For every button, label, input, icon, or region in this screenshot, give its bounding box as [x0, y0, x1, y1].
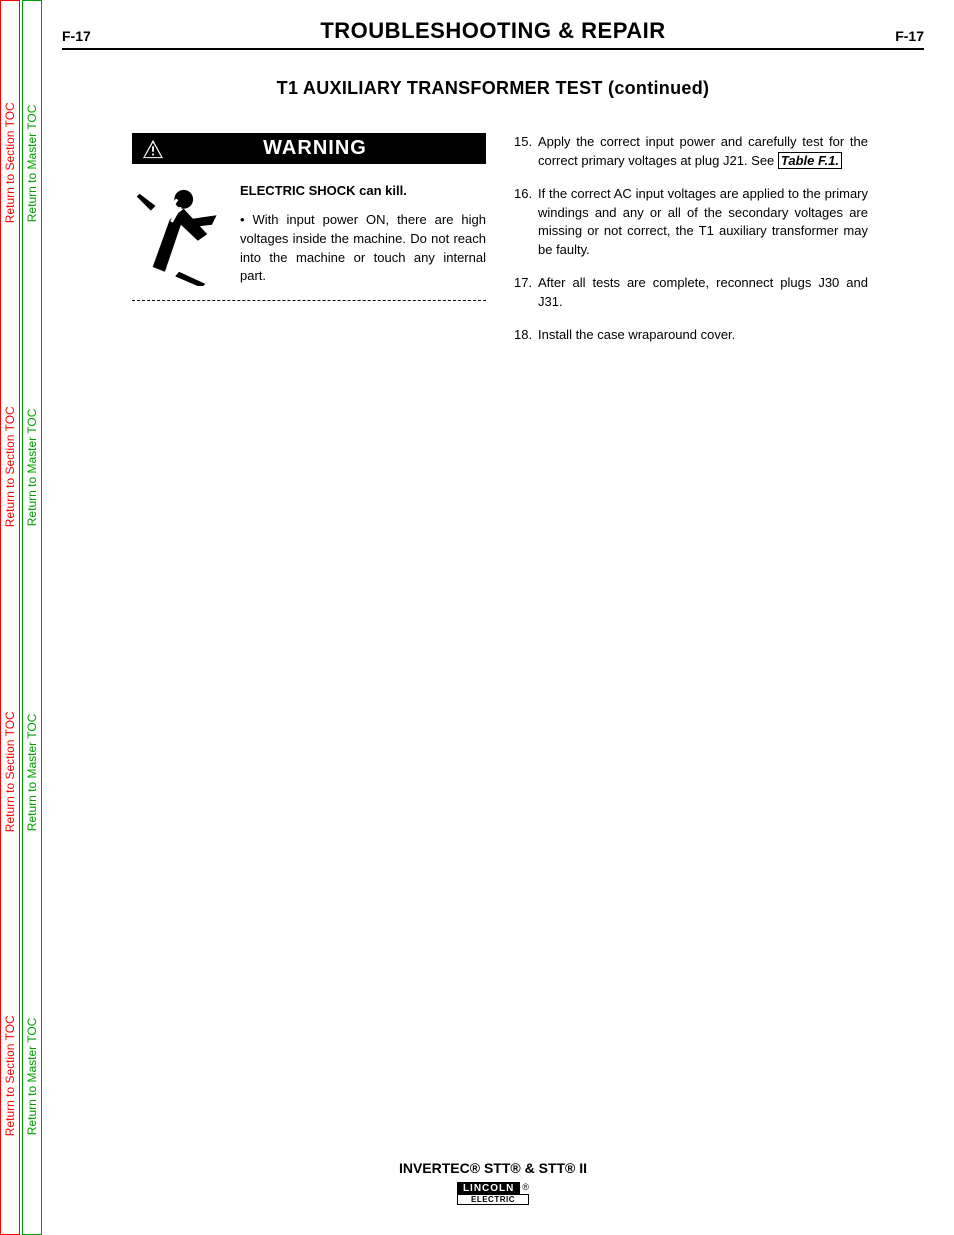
- step-number: 17.: [514, 274, 538, 312]
- page-number-left: F-17: [62, 28, 91, 44]
- page-number-right: F-17: [895, 28, 924, 44]
- step-15: 15. Apply the correct input power and ca…: [514, 133, 868, 171]
- page-footer: INVERTEC® STT® & STT® II LINCOLN ® ELECT…: [62, 1160, 924, 1207]
- left-column: WARNING ELECTRIC SHOCK can kill. With in…: [132, 133, 486, 359]
- page-header: F-17 TROUBLESHOOTING & REPAIR F-17: [62, 18, 924, 50]
- step-text: Apply the correct input power and carefu…: [538, 133, 868, 171]
- step-16: 16. If the correct AC input voltages are…: [514, 185, 868, 260]
- procedure-title: T1 AUXILIARY TRANSFORMER TEST (continued…: [62, 78, 924, 99]
- step-number: 18.: [514, 326, 538, 345]
- return-master-toc-link[interactable]: Return to Master TOC: [23, 628, 41, 916]
- step-number: 16.: [514, 185, 538, 260]
- step-number: 15.: [514, 133, 538, 171]
- step-17: 17. After all tests are complete, reconn…: [514, 274, 868, 312]
- master-toc-column: Return to Master TOC Return to Master TO…: [22, 0, 42, 1235]
- table-reference-link[interactable]: Table F.1.: [778, 152, 842, 169]
- right-column: 15. Apply the correct input power and ca…: [514, 133, 868, 359]
- return-section-toc-link[interactable]: Return to Section TOC: [1, 628, 19, 916]
- warning-banner: WARNING: [132, 133, 486, 164]
- alert-triangle-icon: [142, 139, 164, 159]
- return-master-toc-link[interactable]: Return to Master TOC: [23, 932, 41, 1220]
- return-section-toc-link[interactable]: Return to Section TOC: [1, 323, 19, 611]
- page-body: F-17 TROUBLESHOOTING & REPAIR F-17 T1 AU…: [62, 18, 924, 1217]
- logo-brand-top: LINCOLN: [457, 1182, 520, 1195]
- step-18: 18. Install the case wraparound cover.: [514, 326, 868, 345]
- warning-label: WARNING: [176, 137, 476, 160]
- step-text: If the correct AC input voltages are app…: [538, 185, 868, 260]
- shock-warning-text: ELECTRIC SHOCK can kill. With input powe…: [240, 182, 486, 286]
- registered-mark-icon: ®: [522, 1182, 529, 1192]
- step-text: After all tests are complete, reconnect …: [538, 274, 868, 312]
- content-columns: WARNING ELECTRIC SHOCK can kill. With in…: [62, 133, 924, 359]
- lincoln-electric-logo: LINCOLN ® ELECTRIC: [457, 1182, 529, 1205]
- return-section-toc-link[interactable]: Return to Section TOC: [1, 932, 19, 1220]
- side-tabs: Return to Section TOC Return to Section …: [0, 0, 42, 1235]
- logo-brand-bottom: ELECTRIC: [457, 1194, 529, 1205]
- shock-headline: ELECTRIC SHOCK can kill.: [240, 182, 486, 201]
- electric-shock-icon: [132, 182, 226, 286]
- return-master-toc-link[interactable]: Return to Master TOC: [23, 323, 41, 611]
- section-title: TROUBLESHOOTING & REPAIR: [320, 18, 665, 44]
- shock-warning-block: ELECTRIC SHOCK can kill. With input powe…: [132, 182, 486, 301]
- return-section-toc-link[interactable]: Return to Section TOC: [1, 19, 19, 307]
- section-toc-column: Return to Section TOC Return to Section …: [0, 0, 20, 1235]
- step-text: Install the case wraparound cover.: [538, 326, 735, 345]
- shock-bullet: With input power ON, there are high volt…: [240, 211, 486, 286]
- model-name: INVERTEC® STT® & STT® II: [62, 1160, 924, 1176]
- return-master-toc-link[interactable]: Return to Master TOC: [23, 19, 41, 307]
